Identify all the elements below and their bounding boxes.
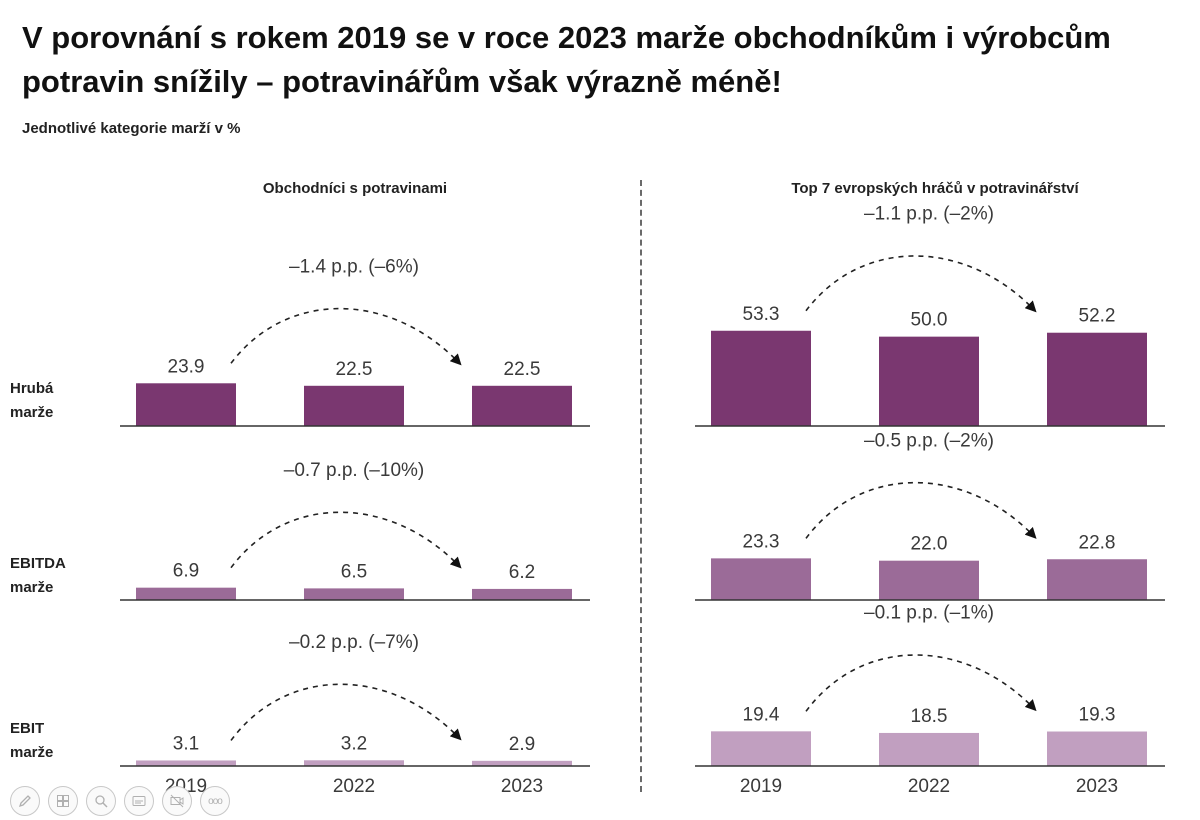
- change-arrow-p0-r1: [230, 511, 462, 569]
- row-label-gross-margin: Hrubá marže: [10, 380, 54, 421]
- data-label-p0-r2-c1: 3.2: [341, 733, 367, 754]
- change-arrow-p0-r0: [230, 307, 462, 366]
- bar-p1-r1-c1: [879, 560, 979, 600]
- presentation-toolbar: ooo: [10, 786, 230, 816]
- bar-p1-r1-c0: [711, 558, 811, 600]
- x-tick-label-p0-c2: 2023: [501, 776, 543, 797]
- bar-p0-r1-c1: [304, 588, 404, 600]
- bar-p0-r0-c0: [136, 383, 236, 426]
- x-tick-label-p0-c1: 2022: [333, 776, 375, 797]
- bar-p1-r2-c2: [1047, 731, 1147, 766]
- data-label-p0-r1-c1: 6.5: [341, 561, 367, 582]
- data-label-p1-r0-c0: 53.3: [743, 304, 780, 325]
- pen-icon[interactable]: [10, 786, 40, 816]
- panel-divider: [640, 180, 642, 792]
- change-arrow-p1-r0: [805, 255, 1037, 313]
- row-label-ebit-margin: EBIT marže: [10, 720, 54, 761]
- more-icon[interactable]: ooo: [200, 786, 230, 816]
- data-label-p1-r1-c2: 22.8: [1079, 532, 1116, 553]
- bar-p0-r0-c2: [472, 385, 572, 426]
- data-label-p0-r2-c2: 2.9: [509, 734, 535, 755]
- data-label-p1-r2-c1: 18.5: [911, 706, 948, 727]
- camera-off-icon[interactable]: [162, 786, 192, 816]
- panel-title-producers: Top 7 evropských hráčů v potravinářství: [791, 180, 1079, 197]
- bar-p0-r1-c0: [136, 587, 236, 600]
- data-label-p1-r2-c0: 19.4: [743, 704, 780, 725]
- bar-p0-r2-c2: [472, 760, 572, 766]
- bar-p1-r0-c2: [1047, 332, 1147, 426]
- data-label-p1-r1-c0: 23.3: [743, 531, 780, 552]
- data-label-p0-r1-c0: 6.9: [173, 561, 199, 582]
- page-title: V porovnání s rokem 2019 se v roce 2023 …: [22, 20, 1111, 99]
- bar-p0-r2-c1: [304, 760, 404, 766]
- subtitles-icon[interactable]: [124, 786, 154, 816]
- bar-p1-r0-c1: [879, 336, 979, 426]
- data-label-p0-r0-c0: 23.9: [168, 356, 205, 377]
- change-arrow-p0-r2: [230, 683, 462, 741]
- data-label-p1-r2-c2: 19.3: [1079, 705, 1116, 726]
- bar-p1-r2-c0: [711, 731, 811, 766]
- data-label-p1-r0-c1: 50.0: [911, 310, 948, 331]
- change-arrow-p1-r1: [805, 481, 1037, 539]
- bar-p1-r2-c1: [879, 732, 979, 766]
- bar-p0-r2-c0: [136, 760, 236, 766]
- data-label-p1-r0-c2: 52.2: [1079, 306, 1116, 327]
- change-label-p1-r2: –0.1 p.p. (–1%): [864, 603, 994, 624]
- change-label-p0-r2: –0.2 p.p. (–7%): [289, 632, 419, 653]
- change-label-p0-r0: –1.4 p.p. (–6%): [289, 256, 419, 277]
- change-label-p1-r0: –1.1 p.p. (–2%): [864, 204, 994, 225]
- change-arrow-p1-r2: [805, 654, 1037, 712]
- bar-p1-r0-c0: [711, 330, 811, 426]
- slides-icon[interactable]: [48, 786, 78, 816]
- x-tick-label-p1-c2: 2023: [1076, 776, 1118, 797]
- chart-subtitle: Jednotlivé kategorie marží v %: [22, 120, 241, 137]
- data-label-p0-r1-c2: 6.2: [509, 562, 535, 583]
- data-label-p0-r0-c2: 22.5: [504, 359, 541, 380]
- bar-p1-r1-c2: [1047, 559, 1147, 600]
- x-tick-label-p1-c1: 2022: [908, 776, 950, 797]
- zoom-icon[interactable]: [86, 786, 116, 816]
- bar-p0-r1-c2: [472, 588, 572, 600]
- data-label-p0-r2-c0: 3.1: [173, 733, 199, 754]
- bar-p0-r0-c1: [304, 385, 404, 426]
- change-label-p1-r1: –0.5 p.p. (–2%): [864, 430, 994, 451]
- panel-title-retailers: Obchodníci s potravinami: [262, 180, 448, 197]
- row-label-ebitda-margin: EBITDA marže: [10, 555, 66, 596]
- data-label-p1-r1-c1: 22.0: [911, 534, 948, 555]
- data-label-p0-r0-c1: 22.5: [336, 359, 373, 380]
- x-tick-label-p1-c0: 2019: [740, 776, 782, 797]
- change-label-p0-r1: –0.7 p.p. (–10%): [284, 460, 424, 481]
